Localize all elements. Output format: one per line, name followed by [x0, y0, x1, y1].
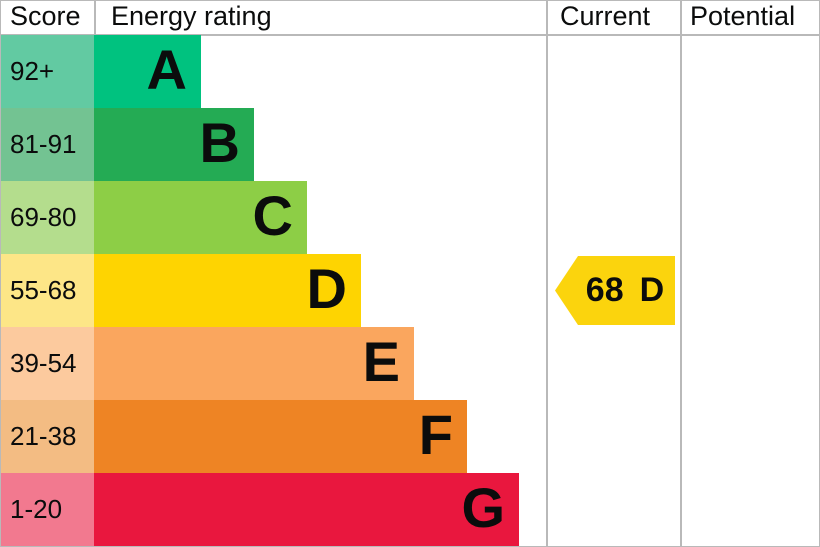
score-range-e: 39-54 — [1, 327, 94, 400]
score-range-d: 55-68 — [1, 254, 94, 327]
rating-bar-g: G — [94, 473, 519, 546]
rating-letter-f: F — [418, 403, 453, 466]
rating-bar-d: D — [94, 254, 361, 327]
rating-letter-d: D — [306, 257, 347, 320]
current-rating-letter: D — [639, 271, 665, 309]
score-range-f: 21-38 — [1, 400, 94, 473]
header-score: Score — [10, 1, 81, 31]
rating-row-b: 81-91 B — [1, 108, 819, 181]
column-divider-potential — [680, 1, 682, 546]
rating-letter-e: E — [362, 330, 400, 393]
header-current: Current — [560, 1, 651, 31]
rating-bar-a: A — [94, 35, 201, 108]
header-divider — [1, 34, 819, 36]
current-score-value: 68 — [585, 271, 624, 309]
score-range-c: 69-80 — [1, 181, 94, 254]
rating-letter-b: B — [199, 111, 240, 174]
rating-row-g: 1-20 G — [1, 473, 819, 546]
rating-row-c: 69-80 C — [1, 181, 819, 254]
rating-letter-c: C — [252, 184, 293, 247]
header-energy-rating: Energy rating — [111, 1, 272, 31]
rating-row-e: 39-54 E — [1, 327, 819, 400]
score-range-a: 92+ — [1, 35, 94, 108]
score-range-g: 1-20 — [1, 473, 94, 546]
rating-letter-g: G — [461, 476, 505, 539]
rating-bar-c: C — [94, 181, 307, 254]
score-range-b: 81-91 — [1, 108, 94, 181]
rating-row-f: 21-38 F — [1, 400, 819, 473]
column-divider-current — [546, 1, 548, 546]
rating-letter-a: A — [146, 38, 187, 101]
current-rating-marker: 68 D — [555, 256, 675, 325]
rating-row-d: 55-68 D — [1, 254, 819, 327]
rating-bar-f: F — [94, 400, 467, 473]
rating-row-a: 92+ A — [1, 35, 819, 108]
rating-bar-b: B — [94, 108, 254, 181]
header-potential: Potential — [690, 1, 796, 31]
rating-bar-e: E — [94, 327, 414, 400]
column-divider-score — [94, 1, 96, 34]
